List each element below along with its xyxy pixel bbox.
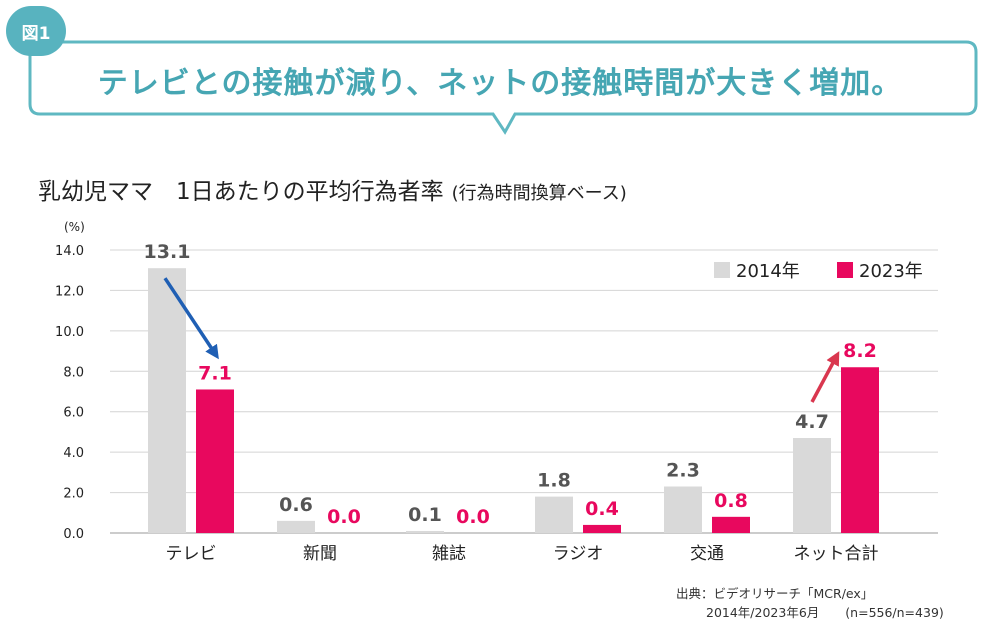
bar-2014 (277, 520, 315, 533)
bar-2023 (841, 367, 879, 533)
y-tick-label: 6.0 (63, 406, 84, 421)
chart-title: 乳幼児ママ 1日あたりの平均行為者率 (38, 179, 444, 205)
data-label: 0.4 (585, 498, 619, 520)
x-tick-label: ラジオ (553, 544, 604, 564)
data-label: 8.2 (843, 340, 877, 362)
x-tick-label: ネット合計 (794, 544, 879, 564)
y-tick-label: 8.0 (63, 365, 84, 380)
y-tick-label: 14.0 (55, 244, 84, 259)
bar-2014 (406, 530, 444, 533)
x-tick-label: 交通 (690, 544, 724, 564)
data-label: 4.7 (795, 411, 829, 433)
data-label: 0.1 (408, 504, 442, 526)
y-tick-label: 12.0 (55, 284, 84, 299)
x-axis-labels: テレビ 新聞 雑誌 ラジオ 交通 ネット合計 (166, 544, 879, 564)
legend-swatch (714, 262, 730, 278)
source-line2: 2014年/2023年6月 (706, 605, 820, 620)
bar-2014 (664, 486, 702, 533)
data-label: 0.6 (279, 494, 313, 516)
y-tick-label: 10.0 (55, 325, 84, 340)
legend: 2014年 2023年 (714, 261, 923, 282)
figure-badge: 図1 (6, 6, 66, 56)
y-axis-unit: (%) (64, 220, 85, 234)
bar-2014 (148, 268, 186, 533)
chart-title-row: 乳幼児ママ 1日あたりの平均行為者率 (行為時間換算ベース) (38, 172, 627, 206)
x-tick-label: テレビ (166, 544, 217, 564)
legend-swatch (837, 262, 853, 278)
increase-arrow (810, 351, 840, 403)
decrease-arrow (163, 277, 219, 360)
data-label: 0.0 (327, 506, 361, 528)
trend-arrows (163, 277, 840, 403)
data-label: 7.1 (198, 362, 232, 384)
data-label: 0.0 (456, 506, 490, 528)
x-tick-label: 雑誌 (432, 544, 466, 564)
legend-label: 2014年 (736, 261, 800, 282)
y-tick-label: 4.0 (63, 446, 84, 461)
sample-size: (n=556/n=439) (845, 605, 944, 620)
source-line1: 出典：ビデオリサーチ「MCR/ex」 (676, 586, 874, 601)
y-tick-label: 2.0 (63, 487, 84, 502)
bars: 13.1 7.1 0.6 0.0 0.1 0.0 1.8 0.4 2.3 0.8 4.7 8.2 (144, 241, 879, 533)
y-axis: (%) 0.0 2.0 4.0 6.0 8.0 10.0 12.0 14.0 (55, 220, 85, 542)
headline: テレビとの接触が減り、ネットの接触時間が大きく増加。 (97, 66, 903, 101)
data-label: 2.3 (666, 460, 700, 482)
source-note: 出典：ビデオリサーチ「MCR/ex」 2014年/2023年6月 (n=556/n… (676, 584, 944, 622)
bar-2014 (535, 496, 573, 533)
data-label: 1.8 (537, 470, 571, 492)
y-tick-label: 0.0 (63, 527, 84, 542)
data-label: 13.1 (144, 241, 191, 263)
data-label: 0.8 (714, 490, 748, 512)
legend-label: 2023年 (859, 261, 923, 282)
chart-subtitle: (行為時間換算ベース) (451, 183, 627, 204)
bar-2014 (793, 437, 831, 533)
bar-2023 (196, 389, 234, 533)
x-tick-label: 新聞 (303, 544, 337, 564)
bar-2023 (583, 524, 621, 533)
bar-2023 (712, 516, 750, 533)
source-line2-row: 2014年/2023年6月 (n=556/n=439) (676, 603, 944, 622)
